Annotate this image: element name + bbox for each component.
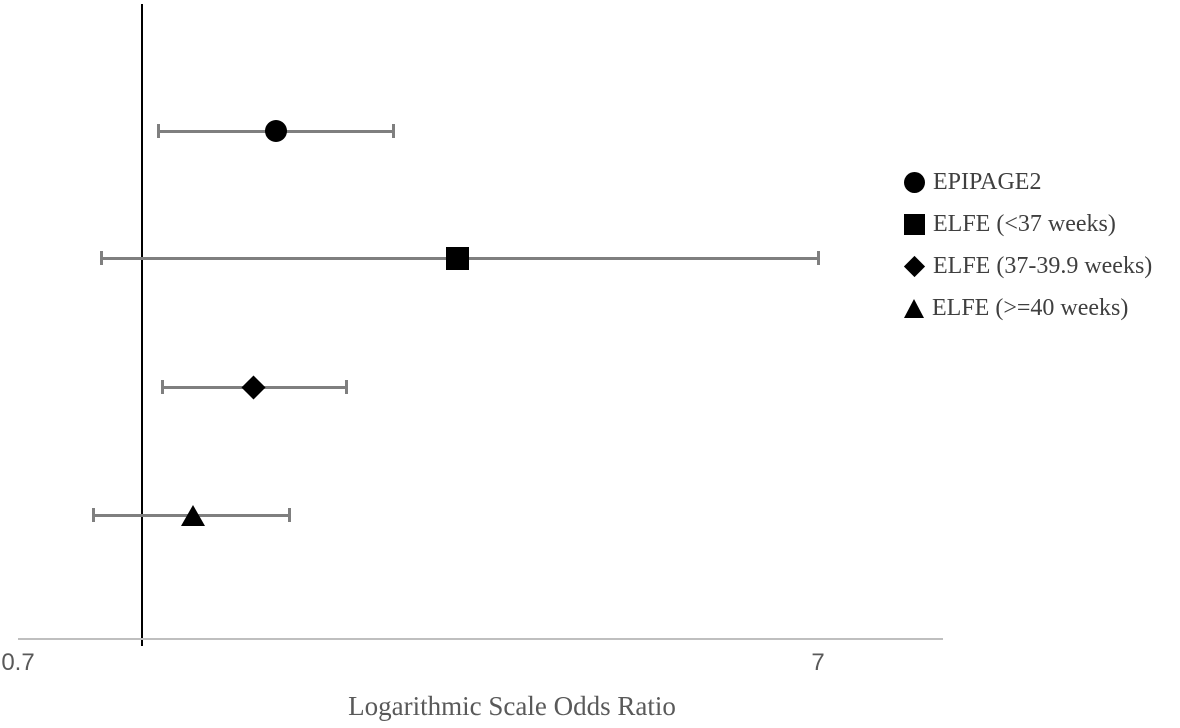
ci-cap-low [157,124,160,138]
reference-line-or-1 [141,4,143,646]
square-marker [446,247,469,270]
ci-cap-high [817,251,820,265]
ci-cap-high [345,380,348,394]
legend-item: ELFE (37-39.9 weeks) [903,245,1153,287]
legend-item: ELFE (<37 weeks) [904,203,1152,245]
circle-marker [904,171,925,193]
x-tick-label: 7 [811,649,825,676]
circle-marker [265,120,287,142]
ci-cap-high [288,508,291,522]
triangle-marker [904,298,924,318]
triangle-marker [181,505,205,526]
legend: EPIPAGE2 ELFE (<37 weeks) ELFE (37-39.9 we… [903,161,1153,329]
legend-item: ELFE (>=40 weeks) [904,287,1152,329]
ci-cap-low [100,251,103,265]
diamond-marker [241,375,266,400]
x-axis-line [18,638,943,640]
square-marker [904,213,925,235]
legend-label: EPIPAGE2 [933,168,1042,195]
x-axis-title: Logarithmic Scale Odds Ratio [348,691,676,721]
legend-item: EPIPAGE2 [904,161,1152,203]
legend-label: ELFE (>=40 weeks) [932,294,1129,321]
diamond-marker [903,255,926,277]
ci-cap-low [92,508,95,522]
legend-label: ELFE (37-39.9 weeks) [933,252,1153,279]
ci-cap-high [392,124,395,138]
ci-cap-low [161,380,164,394]
legend-label: ELFE (<37 weeks) [933,210,1116,237]
x-tick-label: 0.7 [1,649,35,676]
